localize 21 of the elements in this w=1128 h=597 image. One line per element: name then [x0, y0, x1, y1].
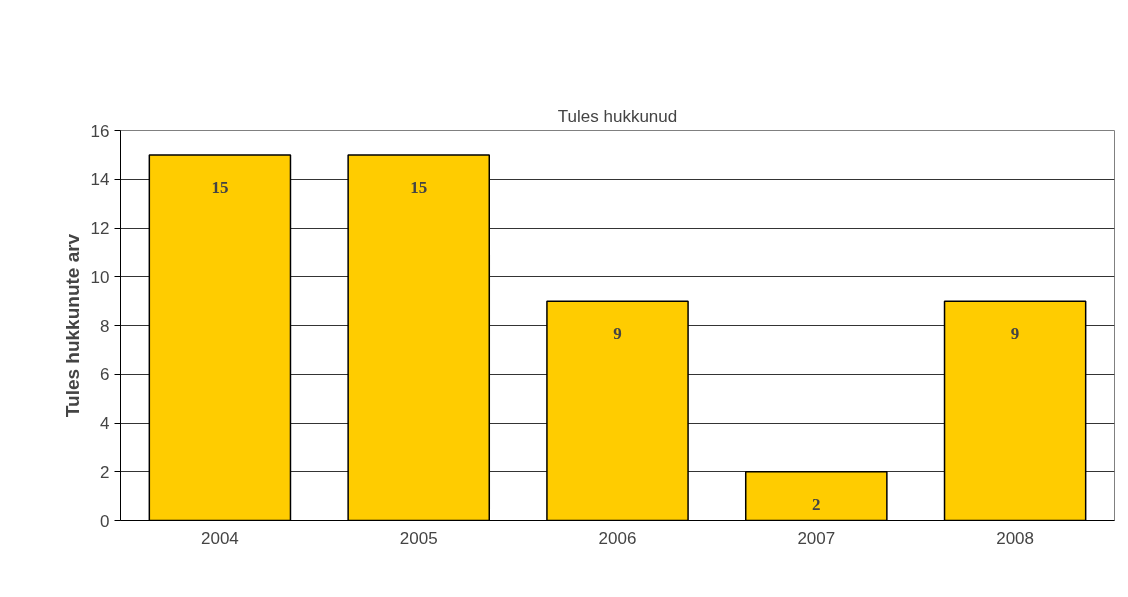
x-tick-label: 2006 — [598, 528, 637, 548]
x-tick-label: 2007 — [797, 528, 836, 548]
y-tick-label: 4 — [100, 414, 110, 433]
data-label: 2 — [812, 494, 821, 514]
y-tick-label: 6 — [100, 365, 110, 385]
y-tick-label: 14 — [90, 170, 110, 190]
x-tick-label: 2004 — [200, 528, 239, 548]
y-tick-label: 0 — [100, 511, 110, 531]
y-tick-label: 8 — [100, 316, 110, 336]
y-tick-label: 10 — [90, 267, 110, 287]
data-label: 15 — [211, 177, 229, 197]
chart-title: Tules hukkunud — [557, 106, 678, 126]
y-axis-title: Tules hukkunute arv — [61, 233, 83, 418]
data-label: 9 — [1010, 324, 1020, 344]
y-tick-label: 12 — [90, 219, 110, 238]
x-tick-label: 2005 — [399, 528, 438, 548]
data-label: 9 — [613, 324, 622, 344]
y-tick-label: 2 — [100, 462, 110, 482]
x-tick-label: 2008 — [996, 528, 1035, 548]
data-label: 15 — [410, 177, 428, 197]
y-tick-label: 16 — [90, 121, 110, 141]
